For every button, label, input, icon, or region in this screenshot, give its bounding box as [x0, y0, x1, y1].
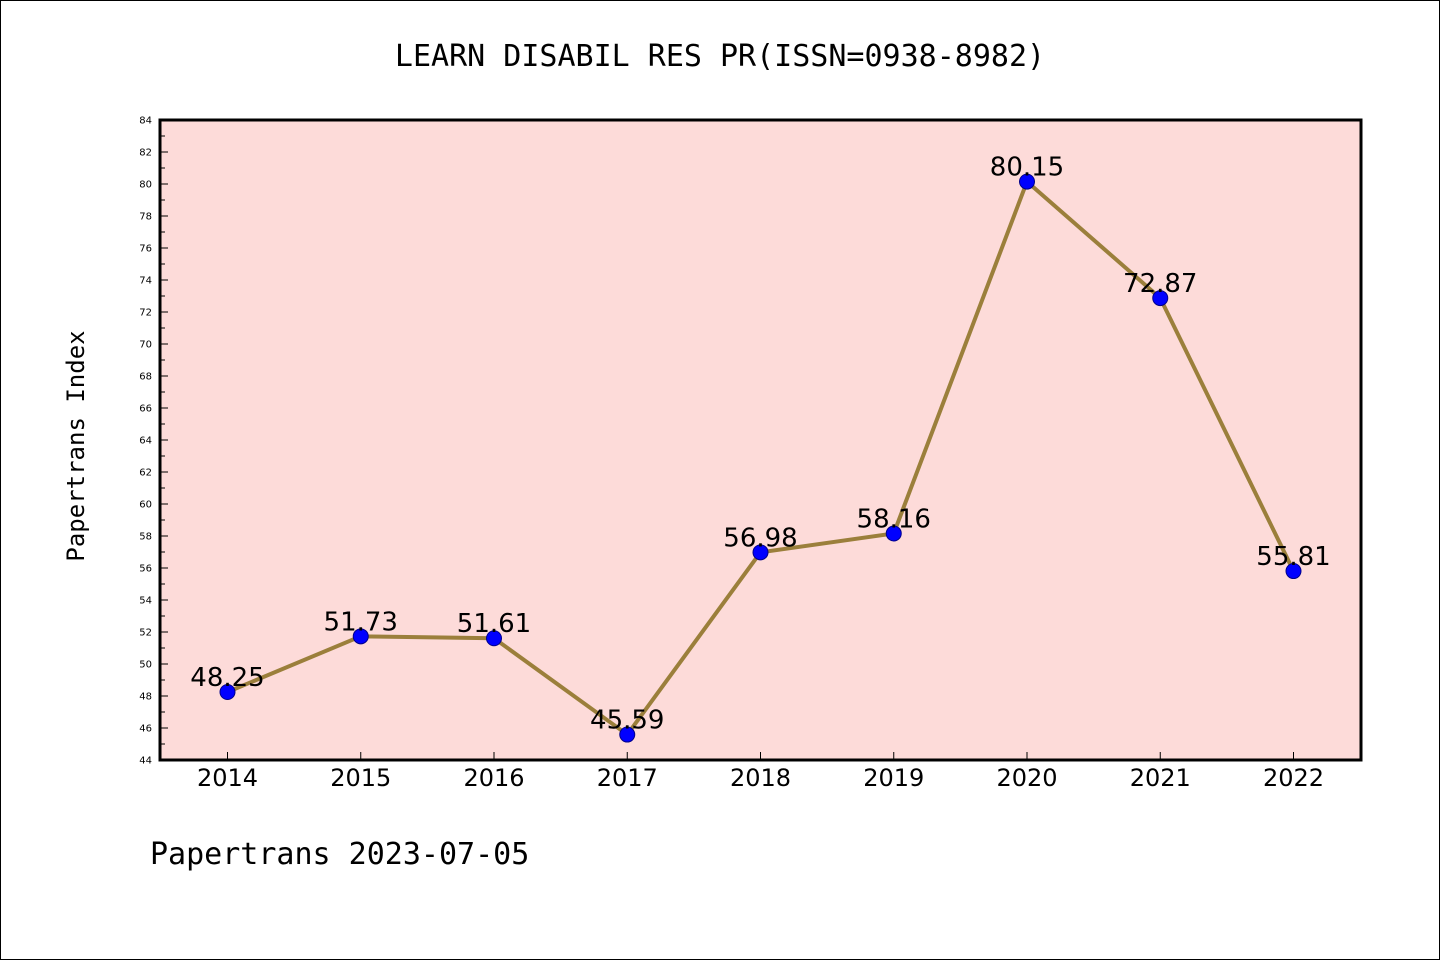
data-label: 72.87: [1123, 269, 1197, 299]
data-label: 56.98: [723, 523, 797, 553]
y-tick-label: 74: [139, 276, 152, 287]
data-label: 51.61: [457, 609, 531, 639]
plot-area: [158, 118, 1363, 762]
y-tick-label: 58: [139, 532, 152, 543]
data-point: [219, 684, 236, 700]
y-tick-label: 84: [139, 116, 152, 127]
y-tick-label: 46: [139, 724, 152, 735]
x-tick-label: 2019: [863, 764, 924, 792]
x-tick-label: 2021: [1130, 764, 1191, 792]
data-label-group: 48.25 51.73 51.61 45.59 56.98 58.16 80.15 72.87…: [190, 153, 1330, 736]
y-axis: 44 46 48 50 52 54 56 58 60 62 64 66 68 70 72 74 76 78 80 82…: [139, 116, 168, 767]
x-tick-label: 2017: [597, 764, 658, 792]
y-tick-label: 64: [139, 436, 152, 447]
data-label: 58.16: [857, 504, 931, 534]
y-tick-label: 48: [139, 692, 152, 703]
data-point: [752, 544, 769, 561]
y-tick-label: 60: [139, 500, 152, 511]
y-tick-label: 56: [139, 564, 152, 575]
y-tick-label: 66: [139, 404, 152, 415]
series-group: [219, 173, 1302, 743]
y-tick-label: 52: [139, 628, 152, 639]
data-point: [885, 525, 902, 542]
x-tick-label: 2014: [197, 764, 258, 792]
y-axis-label: Papertrans Index: [62, 330, 90, 561]
data-label: 51.73: [324, 607, 398, 637]
y-tick-label: 76: [139, 244, 152, 255]
data-label: 80.15: [990, 153, 1064, 183]
data-point: [1152, 290, 1169, 307]
y-tick-label: 80: [139, 180, 152, 191]
x-tick-label: 2022: [1263, 764, 1324, 792]
x-tick-label: 2018: [730, 764, 791, 792]
y-tick-label: 68: [139, 372, 152, 383]
y-tick-label: 72: [139, 308, 152, 319]
y-tick-label: 50: [139, 660, 152, 671]
y-tick-label: 44: [139, 756, 152, 767]
x-tick-label: 2016: [463, 764, 524, 792]
data-point: [486, 630, 502, 647]
y-tick-label: 62: [139, 468, 152, 479]
x-tick-label: 2015: [330, 764, 391, 792]
data-label: 45.59: [590, 706, 664, 736]
x-axis: 2014 2015 2016 2017 2018 2019 2020 2021 2022: [197, 752, 1324, 792]
data-point: [619, 726, 636, 743]
data-point: [352, 628, 369, 645]
y-tick-label: 70: [139, 340, 152, 351]
x-tick-label: 2020: [996, 764, 1057, 792]
data-label: 48.25: [190, 663, 264, 693]
data-point: [1019, 173, 1035, 190]
y-tick-label: 54: [139, 596, 152, 607]
y-tick-label: 78: [139, 212, 152, 223]
footer-text: Papertrans 2023-07-05: [150, 837, 529, 872]
chart-title: LEARN DISABIL RES PR(ISSN=0938-8982): [395, 39, 1045, 74]
y-tick-label: 82: [139, 148, 152, 159]
data-point: [1285, 563, 1302, 580]
data-label: 55.81: [1256, 542, 1330, 572]
